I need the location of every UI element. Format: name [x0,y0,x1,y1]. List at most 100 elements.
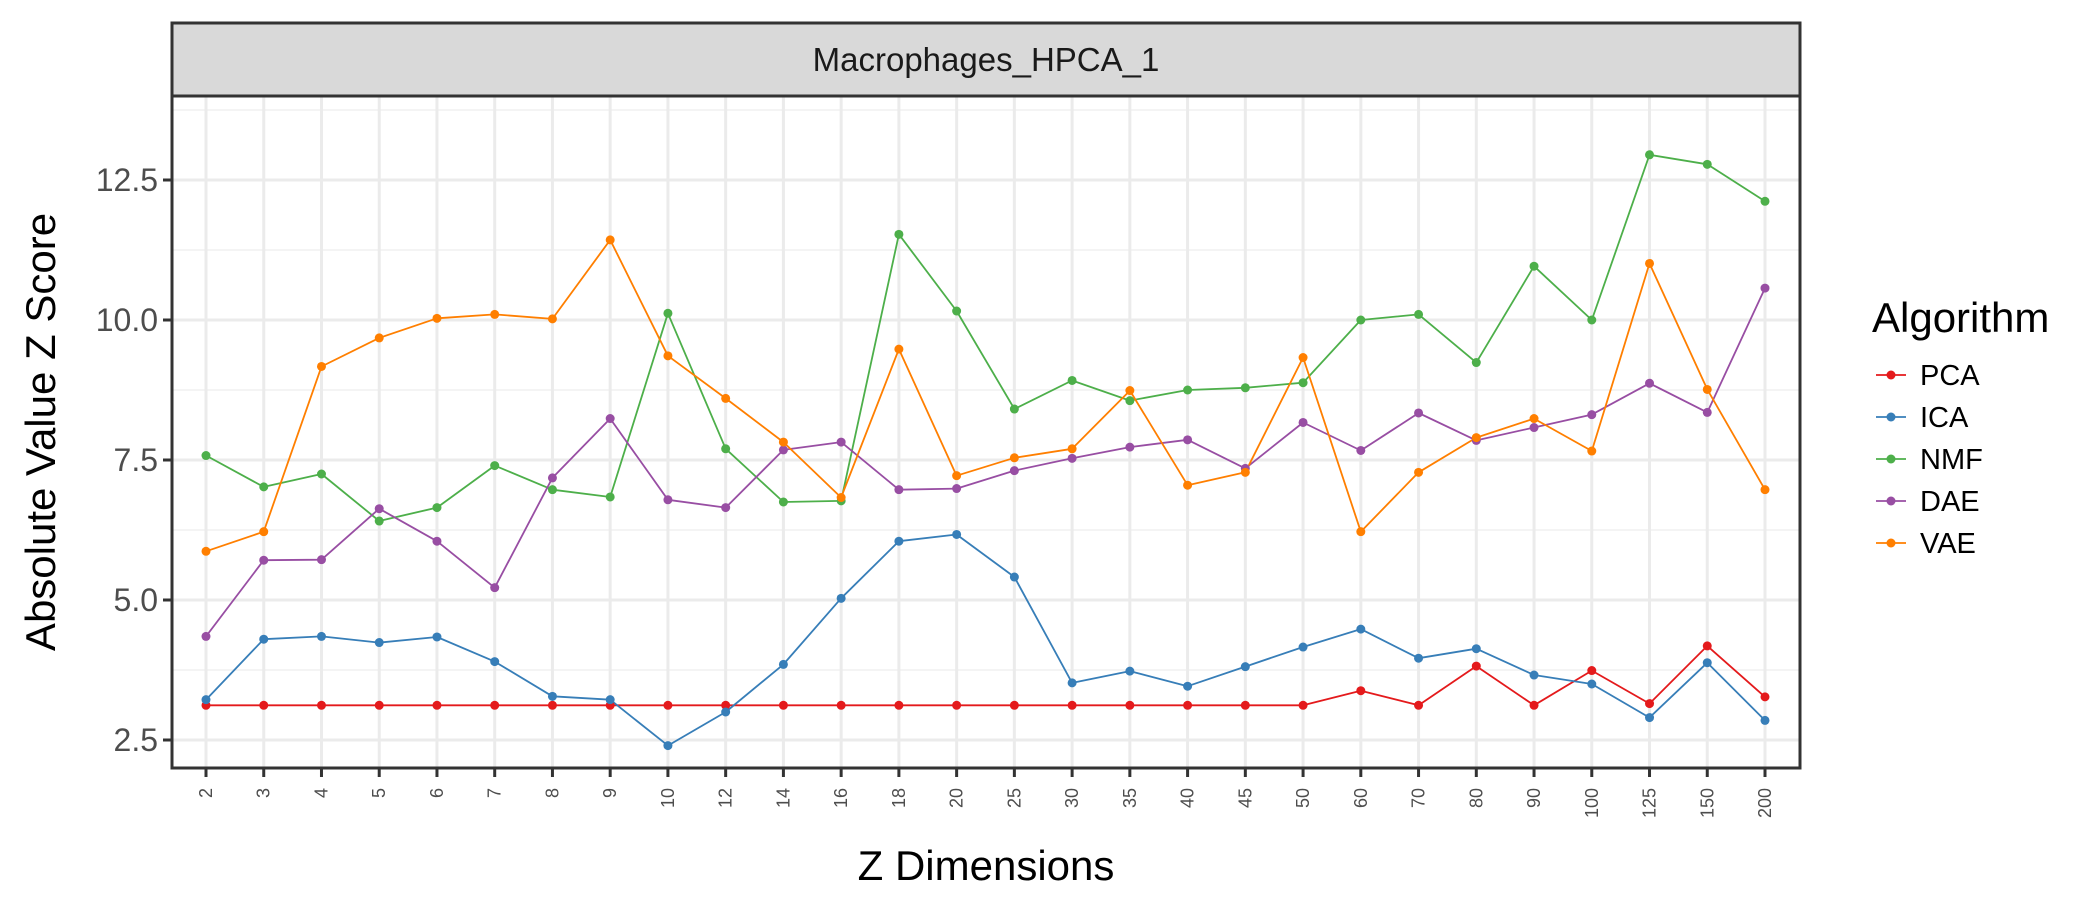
x-tick-label: 16 [831,788,851,808]
x-tick-label: 5 [369,788,389,798]
data-point-vae [952,471,962,481]
x-tick-label: 90 [1524,788,1544,808]
data-point-pca [374,700,384,710]
x-tick-label: 14 [773,788,793,808]
data-point-pca [836,700,846,710]
legend-label-vae: VAE [1920,528,1976,560]
data-point-ica [547,691,557,701]
data-point-dae [663,495,673,505]
data-point-vae [490,309,500,319]
x-tick-label: 8 [542,788,562,798]
data-point-ica [316,631,326,641]
data-point-vae [1298,353,1308,363]
x-axis: 2 3 4 5 6 7 8 9 10 12 14 16 18 20 25 30 35 40 45 50 60 70 80 90… [196,768,1775,818]
data-point-dae [1414,408,1424,418]
data-point-pca [1009,700,1019,710]
data-point-pca [721,700,731,710]
x-tick-label: 30 [1062,788,1082,808]
data-point-dae [1587,410,1597,420]
series-line-nmf [205,153,1766,522]
data-point-vae [1645,258,1655,268]
facet-label: Macrophages_HPCA_1 [813,41,1160,78]
data-point-dae [374,504,384,514]
data-point-nmf [778,497,788,507]
x-tick-label: 70 [1409,788,1429,808]
data-point-ica [432,632,442,642]
y-tick-label: 7.5 [114,442,158,478]
legend-key-point-nmf [1886,454,1896,464]
data-point-nmf [1298,378,1308,388]
data-point-pca [1760,692,1770,702]
data-point-vae [1009,453,1019,463]
data-point-vae [605,235,615,245]
x-tick-label: 2 [196,788,216,798]
data-point-pca [894,700,904,710]
y-tick-label: 10.0 [96,302,158,338]
x-tick-label: 50 [1293,788,1313,808]
data-point-ica [663,741,673,751]
plot-panel [172,96,1800,768]
data-point-vae [1471,433,1481,443]
data-point-ica [1183,681,1193,691]
y-tick-label: 12.5 [96,162,158,198]
series-line-pca [206,645,1766,707]
data-point-dae [490,583,500,593]
data-point-pca [952,700,962,710]
series-line-vae [205,238,1766,553]
x-tick-label: 200 [1755,788,1775,818]
data-point-dae [1356,445,1366,455]
legend-label-pca: PCA [1920,360,1980,392]
data-point-dae [1067,453,1077,463]
x-tick-label: 125 [1640,788,1660,818]
data-point-vae [1760,485,1770,495]
data-point-vae [432,313,442,323]
legend-key-point-ica [1886,412,1896,422]
x-tick-label: 80 [1466,788,1486,808]
data-point-pca [1471,661,1481,671]
data-point-nmf [1067,375,1077,385]
data-point-ica [201,695,211,705]
data-point-vae [1183,480,1193,490]
data-point-ica [894,536,904,546]
data-point-vae [1067,444,1077,454]
data-point-ica [1125,666,1135,676]
data-point-nmf [316,469,326,479]
data-point-dae [836,437,846,447]
data-point-nmf [1529,261,1539,271]
data-point-ica [1645,713,1655,723]
data-point-pca [778,700,788,710]
data-point-nmf [1587,315,1597,325]
plot-border [170,94,1802,770]
data-point-pca [432,700,442,710]
data-point-ica [374,638,384,648]
data-point-vae [1414,467,1424,477]
x-tick-label: 35 [1120,788,1140,808]
data-point-pca [1645,699,1655,709]
x-tick-label: 7 [485,788,505,798]
x-axis-title: Z Dimensions [858,842,1115,889]
data-point-nmf [721,444,731,454]
x-tick-label: 100 [1582,788,1602,818]
data-point-nmf [1356,315,1366,325]
x-tick-label: 10 [658,788,678,808]
data-point-ica [1298,642,1308,652]
data-point-dae [1645,378,1655,388]
data-point-pca [1240,700,1250,710]
data-point-ica [1009,572,1019,582]
data-point-vae [259,527,269,537]
data-point-ica [836,593,846,603]
data-point-ica [1529,670,1539,680]
data-point-dae [259,555,269,565]
legend-key-point-pca [1886,370,1896,380]
x-tick-label: 25 [1004,788,1024,808]
legend-label-dae: DAE [1920,486,1980,518]
data-point-nmf [490,461,500,471]
data-point-nmf [1414,309,1424,319]
data-point-dae [1298,417,1308,427]
data-point-dae [1125,442,1135,452]
legend: Algorithm PCA ICA NMF DAE VAE [1872,294,2049,560]
data-point-dae [201,631,211,641]
data-point-pca [663,700,673,710]
y-axis: 2.5 5.0 7.5 10.0 12.5 [96,162,172,758]
